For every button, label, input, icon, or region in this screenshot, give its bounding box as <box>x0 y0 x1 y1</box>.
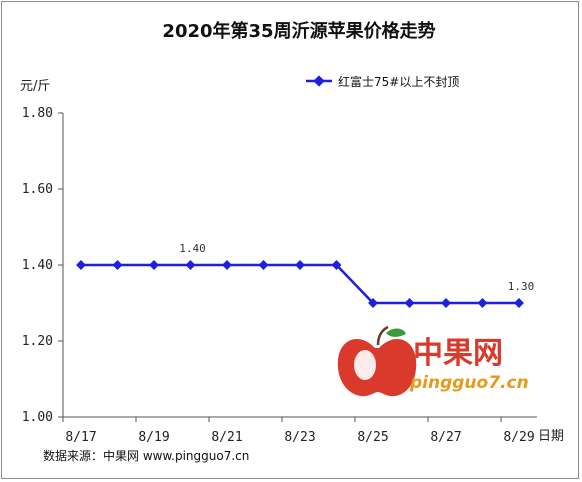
data-point <box>441 298 451 308</box>
data-point <box>112 260 123 270</box>
apple-logo <box>337 325 417 397</box>
x-tick-label: 8/25 <box>357 430 388 445</box>
watermark: 中果网 pingguo7.cn <box>337 325 529 397</box>
x-tick-label: 8/29 <box>503 430 534 445</box>
y-tick-label: 1.20 <box>22 334 53 349</box>
data-point <box>295 260 305 270</box>
data-point <box>368 298 378 308</box>
chart-title: 2020年第35周沂源苹果价格走势 <box>162 20 435 42</box>
watermark-en: pingguo7.cn <box>409 373 529 393</box>
data-point <box>331 260 342 270</box>
source-note: 数据来源：中果网 www.pingguo7.cn <box>43 448 249 463</box>
watermark-cn: 中果网 <box>413 336 503 371</box>
x-tick-label: 8/23 <box>284 430 315 445</box>
y-tick-label: 1.00 <box>22 410 53 425</box>
y-tick-label: 1.80 <box>22 106 53 121</box>
legend-label: 红富士75#以上不封顶 <box>338 74 459 89</box>
y-axis-label: 元/斤 <box>20 79 50 94</box>
data-point <box>404 298 415 308</box>
data-point <box>185 260 196 270</box>
legend-marker <box>313 75 325 87</box>
data-point <box>477 298 488 308</box>
x-tick-label: 8/27 <box>430 430 461 445</box>
x-tick-label: 8/17 <box>65 430 96 445</box>
x-axis-label: 日期 <box>538 429 564 444</box>
series-line-path <box>81 263 519 305</box>
data-point <box>76 260 86 270</box>
data-point <box>222 260 232 270</box>
data-labels: 1.40 1.30 <box>179 242 534 293</box>
series-line <box>76 260 524 308</box>
data-point <box>514 298 524 308</box>
y-tick-label: 1.60 <box>22 182 53 197</box>
legend: 红富士75#以上不封顶 <box>306 74 459 89</box>
data-label: 1.30 <box>508 280 535 293</box>
x-tick-label: 8/21 <box>211 430 242 445</box>
data-point <box>258 260 269 270</box>
y-tick-label: 1.40 <box>22 258 53 273</box>
x-tick-label: 8/19 <box>138 430 169 445</box>
data-point <box>149 260 159 270</box>
axes: 1.00 1.20 1.40 1.60 1.80 8/17 8/19 8/21 8/23 8/25… <box>22 106 537 445</box>
data-label: 1.40 <box>179 242 206 255</box>
